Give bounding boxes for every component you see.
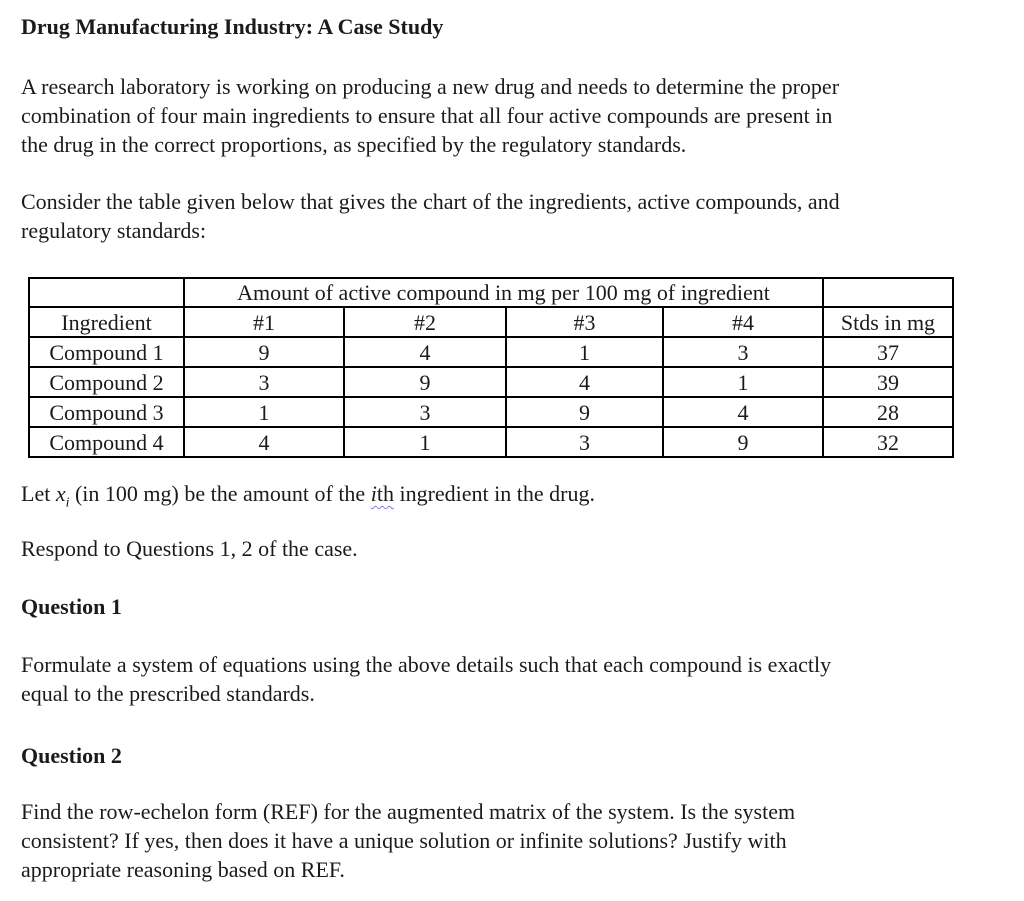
table-cell-std: 28 xyxy=(822,396,954,428)
document-title: Drug Manufacturing Industry: A Case Stud… xyxy=(21,14,444,39)
variable-definition: Let xi (in 100 mg) be the amount of the … xyxy=(21,479,966,511)
table-header-2: #2 xyxy=(343,306,507,338)
table-cell: 1 xyxy=(343,426,507,458)
row-label: Compound 3 xyxy=(28,396,185,428)
let-mid-text: (in 100 mg) be the amount of the xyxy=(69,481,371,506)
table-cell: 9 xyxy=(183,336,345,368)
question-1-body: Formulate a system of equations using th… xyxy=(21,652,832,706)
variable-subscript-i: i xyxy=(65,495,70,511)
table-cell: 9 xyxy=(343,366,507,398)
question-1-heading: Question 1 xyxy=(21,594,122,619)
table-cell-std: 39 xyxy=(822,366,954,398)
table-header-stds: Stds in mg xyxy=(822,306,954,338)
table-corner-empty-cell xyxy=(28,277,185,308)
table-cell-std: 37 xyxy=(822,336,954,368)
variable-x: x xyxy=(55,481,66,506)
question-2-heading: Question 2 xyxy=(21,743,122,768)
table-span-header-row: Amount of active compound in mg per 100 … xyxy=(28,277,954,308)
misspelled-word-ith: ith xyxy=(371,481,394,506)
table-cell: 1 xyxy=(183,396,345,428)
table-stds-empty-cell xyxy=(822,277,954,308)
table-row-compound-4: Compound 4 4 1 3 9 32 xyxy=(28,426,954,458)
row-label: Compound 1 xyxy=(28,336,185,368)
respond-instruction: Respond to Questions 1, 2 of the case. xyxy=(21,536,358,561)
let-pre-text: Let xyxy=(21,481,56,506)
table-cell: 4 xyxy=(183,426,345,458)
ith-rest: th xyxy=(376,481,394,506)
row-label: Compound 4 xyxy=(28,426,185,458)
table-header-ingredient: Ingredient xyxy=(28,306,185,338)
table-cell: 9 xyxy=(662,426,824,458)
let-post-text: ingredient in the drug. xyxy=(393,481,595,506)
case-study-document: Drug Manufacturing Industry: A Case Stud… xyxy=(21,12,966,884)
table-intro-paragraph: Consider the table given below that give… xyxy=(21,189,840,243)
table-row-compound-1: Compound 1 9 4 1 3 37 xyxy=(28,336,954,368)
table-span-header-cell: Amount of active compound in mg per 100 … xyxy=(183,277,824,308)
table-cell: 3 xyxy=(662,336,824,368)
table-row-compound-2: Compound 2 3 9 4 1 39 xyxy=(28,366,954,398)
table-header-1: #1 xyxy=(183,306,345,338)
intro-paragraph: A research laboratory is working on prod… xyxy=(21,74,840,157)
table-column-header-row: Ingredient #1 #2 #3 #4 Stds in mg xyxy=(28,306,954,338)
table-header-4: #4 xyxy=(662,306,824,338)
table-cell: 3 xyxy=(183,366,345,398)
table-cell: 9 xyxy=(505,396,664,428)
row-label: Compound 2 xyxy=(28,366,185,398)
table-row-compound-3: Compound 3 1 3 9 4 28 xyxy=(28,396,954,428)
table-cell: 3 xyxy=(343,396,507,428)
table-cell: 4 xyxy=(505,366,664,398)
table-header-3: #3 xyxy=(505,306,664,338)
question-2-body: Find the row-echelon form (REF) for the … xyxy=(21,799,796,882)
ith-italic-i: i xyxy=(370,481,377,506)
table-cell: 3 xyxy=(505,426,664,458)
table-cell: 1 xyxy=(505,336,664,368)
table-cell: 4 xyxy=(343,336,507,368)
table-cell-std: 32 xyxy=(822,426,954,458)
ingredients-table: Amount of active compound in mg per 100 … xyxy=(28,277,954,458)
table-cell: 1 xyxy=(662,366,824,398)
table-cell: 4 xyxy=(662,396,824,428)
